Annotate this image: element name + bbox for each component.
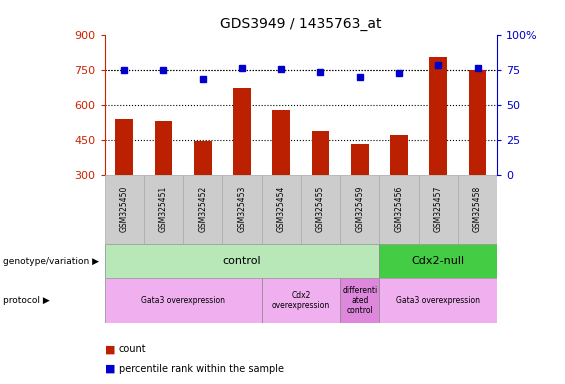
Text: ■: ■	[105, 364, 115, 374]
Text: protocol ▶: protocol ▶	[3, 296, 50, 305]
Bar	[390, 135, 408, 175]
Bar	[105, 175, 144, 244]
Text: GSM325459: GSM325459	[355, 186, 364, 232]
Text: Cdx2-null: Cdx2-null	[412, 256, 465, 266]
Text: GSM325453: GSM325453	[237, 186, 246, 232]
Text: GSM325458: GSM325458	[473, 186, 482, 232]
Bar	[380, 278, 497, 323]
Bar	[115, 119, 133, 175]
Text: GSM325454: GSM325454	[277, 186, 286, 232]
Bar	[429, 57, 447, 175]
Bar	[105, 244, 380, 278]
Text: GSM325452: GSM325452	[198, 186, 207, 232]
Bar	[340, 278, 380, 323]
Bar	[272, 110, 290, 175]
Bar	[301, 175, 340, 244]
Text: genotype/variation ▶: genotype/variation ▶	[3, 257, 99, 266]
Bar	[223, 175, 262, 244]
Text: GSM325450: GSM325450	[120, 186, 129, 232]
Bar	[105, 278, 262, 323]
Bar	[233, 88, 251, 175]
Bar	[419, 175, 458, 244]
Text: Cdx2
overexpression: Cdx2 overexpression	[272, 291, 330, 310]
Text: GSM325456: GSM325456	[394, 186, 403, 232]
Bar	[351, 144, 368, 175]
Text: differenti
ated
control: differenti ated control	[342, 286, 377, 315]
Bar	[155, 121, 172, 175]
Bar	[183, 175, 223, 244]
Bar	[458, 175, 497, 244]
Bar	[194, 141, 211, 175]
Text: count: count	[119, 344, 146, 354]
Text: ■: ■	[105, 344, 115, 354]
Bar	[262, 175, 301, 244]
Text: percentile rank within the sample: percentile rank within the sample	[119, 364, 284, 374]
Text: GSM325455: GSM325455	[316, 186, 325, 232]
Bar	[340, 175, 380, 244]
Title: GDS3949 / 1435763_at: GDS3949 / 1435763_at	[220, 17, 381, 31]
Bar	[380, 175, 419, 244]
Text: GSM325451: GSM325451	[159, 186, 168, 232]
Text: Gata3 overexpression: Gata3 overexpression	[396, 296, 480, 305]
Bar	[312, 131, 329, 175]
Bar	[262, 278, 340, 323]
Bar	[144, 175, 183, 244]
Text: Gata3 overexpression: Gata3 overexpression	[141, 296, 225, 305]
Bar	[469, 70, 486, 175]
Bar	[380, 244, 497, 278]
Text: GSM325457: GSM325457	[434, 186, 443, 232]
Text: control: control	[223, 256, 261, 266]
